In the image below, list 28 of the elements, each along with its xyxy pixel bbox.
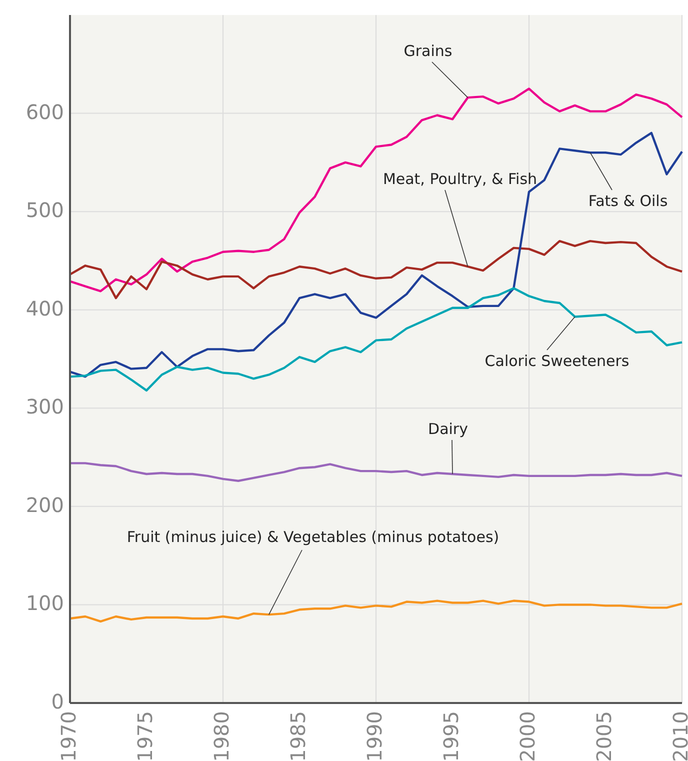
y-tick-label: 300 — [26, 394, 64, 419]
y-tick-label: 200 — [26, 492, 64, 517]
x-tick-label: 2000 — [515, 711, 540, 761]
x-tick-label: 1970 — [56, 711, 80, 761]
text: Fruit (minus juice) & Vegetables (minus potatoes) — [126, 528, 500, 546]
x-tick-label: 1985 — [286, 711, 310, 761]
text: Dairy — [428, 420, 468, 438]
line-series — [68, 132, 684, 378]
y-tick-label: 100 — [26, 591, 64, 616]
y-tick-label: 500 — [26, 198, 64, 222]
x-tick-label: 2010 — [668, 711, 688, 761]
x-tick-label: 1995 — [438, 711, 463, 761]
x-tick-label: 1980 — [209, 711, 234, 761]
series-label: Caloric Sweeteners — [484, 352, 630, 370]
x-tick-label: 1975 — [132, 711, 157, 761]
x-tick-label: 1990 — [362, 711, 386, 761]
y-tick-label: 0 — [51, 689, 64, 714]
line-series — [68, 600, 684, 623]
line-series — [68, 462, 684, 482]
y-tick-label: 400 — [26, 296, 64, 320]
text: Meat, Poultry, & Fish — [382, 170, 538, 188]
line-series — [68, 240, 684, 300]
line-series — [68, 88, 684, 292]
line-series — [68, 287, 684, 392]
series-label: Fats & Oils — [588, 192, 668, 210]
y-tick-label: 600 — [26, 100, 64, 124]
x-tick-label: 2005 — [592, 711, 616, 761]
text: Grains — [404, 42, 452, 60]
